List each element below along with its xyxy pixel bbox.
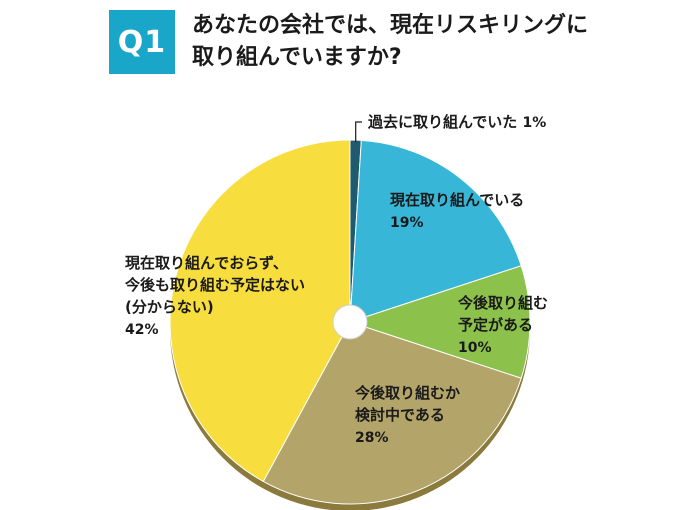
- slice-label-line: 今後も取り組む予定はない: [124, 276, 305, 294]
- slice-value: 28%: [355, 430, 389, 446]
- pie-slice-2: [348, 265, 531, 379]
- slice-value: 1%: [522, 115, 546, 131]
- question-title-line-2: 取り組んでいますか?: [192, 45, 402, 70]
- slice-label-4: 現在取り組んでおらず、今後も取り組む予定はない (分からない) 42%: [124, 254, 305, 338]
- slice-label-line: 検討中である: [355, 406, 445, 424]
- question-number: Q1: [117, 24, 167, 60]
- question-title-line-1: あなたの会社では、現在リスキリングに: [192, 13, 589, 38]
- slice-label-line: 今後取り組むか: [354, 384, 460, 402]
- slice-label-line: 予定がある: [458, 316, 533, 334]
- slice-label-line: 現在取り組んでいる: [390, 191, 524, 209]
- slice-value: 42%: [125, 322, 159, 338]
- slice-label-1: 現在取り組んでいる 19%: [390, 191, 524, 231]
- question-number-badge: Q1: [109, 10, 175, 74]
- slice-label-line: 現在取り組んでおらず、: [125, 254, 288, 272]
- question-title: あなたの会社では、現在リスキリングに 取り組んでいますか?: [192, 10, 612, 74]
- slice-label-0: 過去に取り組んでいた 1%: [355, 113, 546, 143]
- slice-value: 10%: [458, 340, 492, 356]
- slice-value: 19%: [390, 215, 424, 231]
- pie-slice-1: [349, 139, 522, 323]
- leader-line: [355, 121, 362, 143]
- pie-slice-3: [262, 321, 522, 505]
- pie-slice-4: [169, 139, 351, 483]
- slice-label-line: 今後取り組む: [457, 294, 548, 312]
- pie-center-hole: [332, 304, 368, 340]
- slice-label-line: (分からない): [125, 298, 214, 316]
- slice-label-text: 過去に取り組んでいた 1%: [367, 113, 546, 131]
